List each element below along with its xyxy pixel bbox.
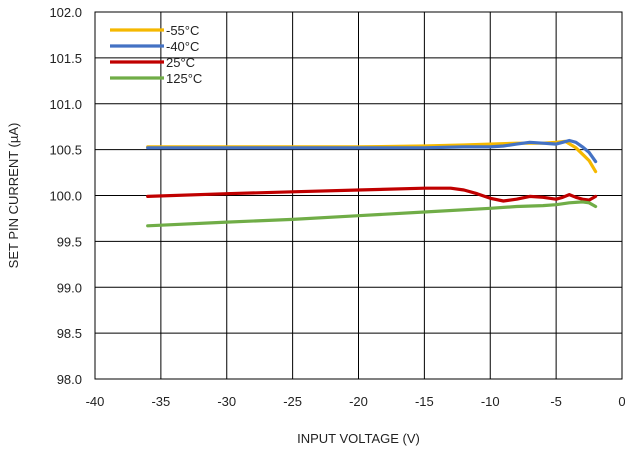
series-line-1 [146,139,598,174]
y-tick-label: 101.5 [49,51,82,66]
y-tick-label: 102.0 [49,5,82,20]
x-tick-label: -10 [481,394,500,409]
x-axis-title: INPUT VOLTAGE (V) [297,431,420,446]
y-axis-tick-labels: 98.0 98.5 99.0 99.5 100.0 100.5 101.0 101.5 102.… [49,5,82,387]
x-tick-label: -25 [283,394,302,409]
series-line-2 [146,138,598,164]
x-tick-label: -40 [86,394,105,409]
x-tick-label: -30 [217,394,236,409]
y-tick-label: 101.0 [49,97,82,112]
y-tick-label: 99.0 [57,280,82,295]
x-tick-label: -15 [415,394,434,409]
y-tick-label: 98.0 [57,372,82,387]
y-tick-label: 99.5 [57,234,82,249]
x-tick-label: -35 [151,394,170,409]
series-lines [146,138,598,228]
y-tick-label: 100.0 [49,189,82,204]
plot-area-frame [94,11,623,380]
legend-label: 125°C [166,71,202,86]
x-tick-label: -20 [349,394,368,409]
legend-label: 25°C [166,55,195,70]
y-axis-title: SET PIN CURRENT (µA) [6,123,21,269]
y-tick-label: 98.5 [57,326,82,341]
y-tick-label: 100.5 [49,143,82,158]
x-axis-tick-labels: -40 -35 -30 -25 -20 -15 -10 -5 0 [86,394,625,409]
x-tick-label: -5 [550,394,562,409]
series-line-4 [146,200,598,228]
legend-label: -55°C [166,23,199,38]
legend-label: -40°C [166,39,199,54]
series-line-3 [146,186,598,203]
x-tick-label: 0 [618,394,625,409]
